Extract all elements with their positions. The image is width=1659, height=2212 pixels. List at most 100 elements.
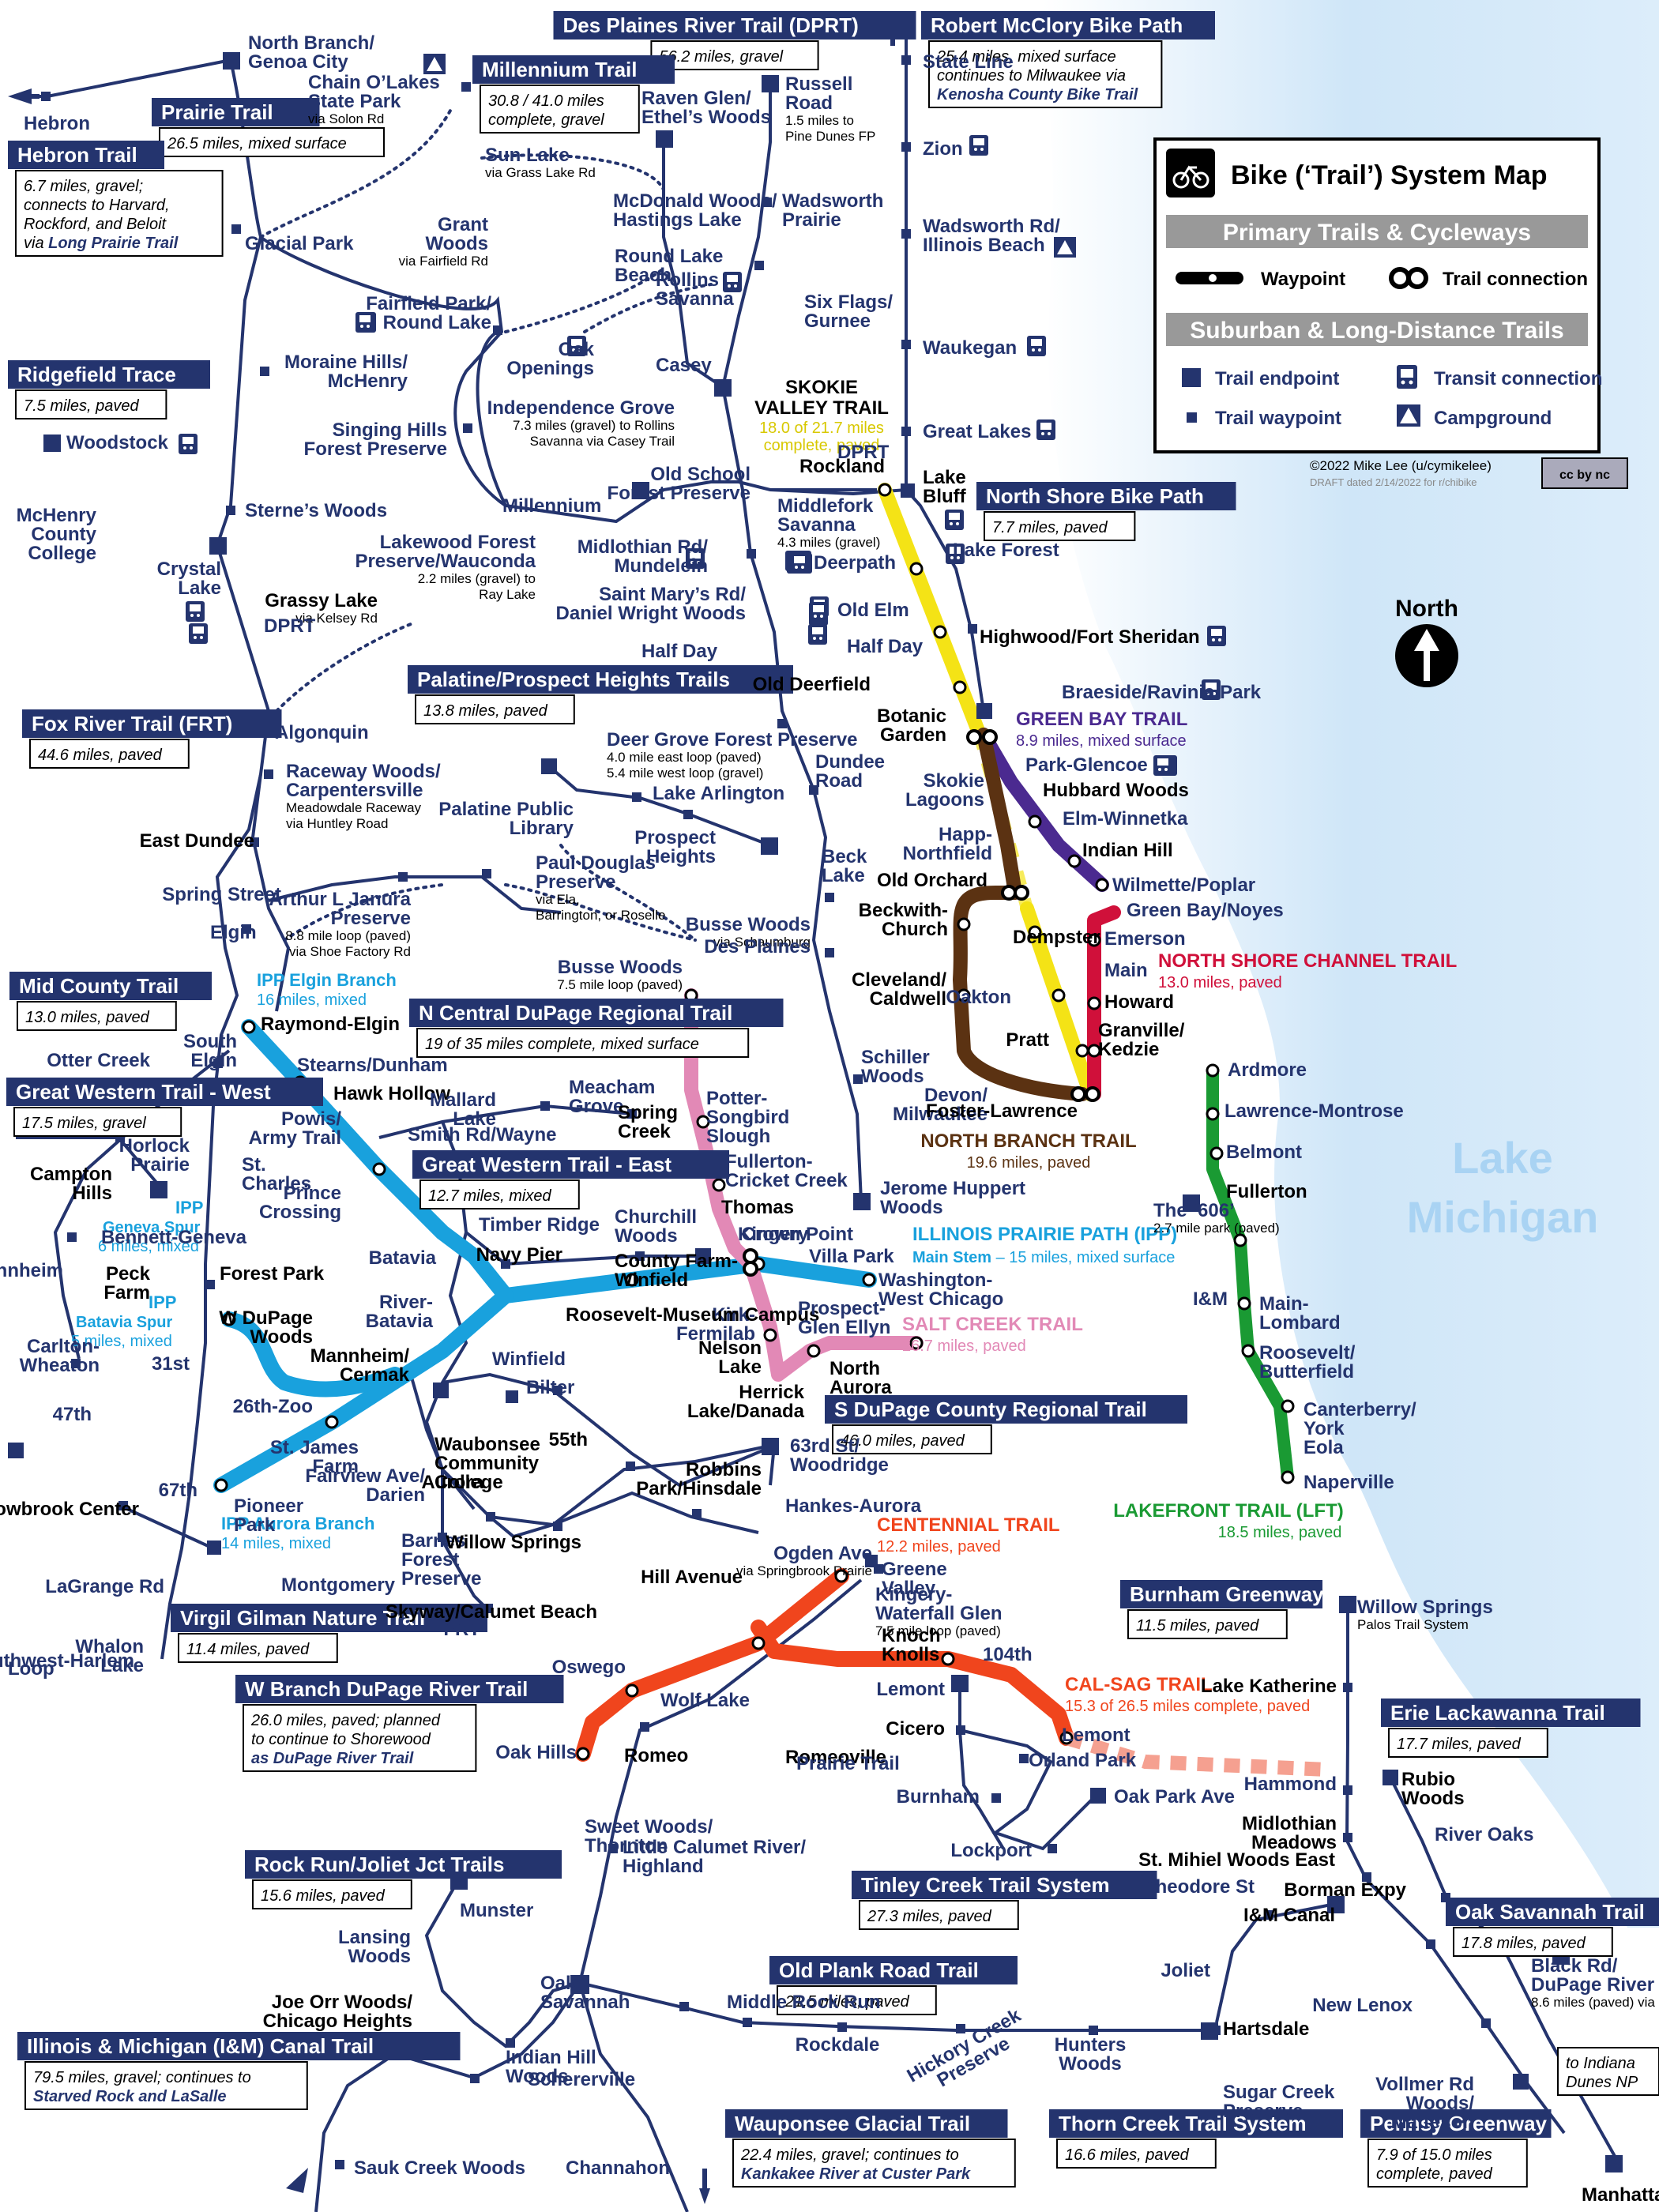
place-label-text: Lockport [950,1840,1032,1861]
des-plaines-river-trail-line [720,83,863,1202]
info-box-link[interactable]: as DuPage River Trail [251,1750,414,1767]
info-box-text: continues to Milwaukee via [937,67,1126,85]
place-label-text: Busse Woods [558,957,683,978]
place-label-text: Middle Rock Run [727,1992,881,2013]
place-label-text: Lake Arlington [653,783,784,804]
place-label-text: Thornton [585,1835,668,1856]
place-label-text: Vollmer Rd [1375,2074,1474,2095]
place-label-text: Lemont [1062,1725,1130,1746]
place-label-text: Zion [923,138,963,160]
place-label-text: Crystal [157,559,221,580]
place-label: Rockland [799,456,885,477]
nsct-info: 13.0 miles, paved [1158,974,1282,991]
info-box-link[interactable]: Starved Rock and LaSalle [33,2088,227,2105]
info-box-link[interactable]: Kankakee River at Custer Park [741,2165,971,2183]
place-label: Pratt [1006,1029,1049,1051]
place-label: North Branch/Genoa City [248,32,374,73]
info-box-title: Oak Savannah Trail [1455,1900,1645,1924]
place-label: Prospect-Glen Ellyn [798,1298,890,1338]
place-label-text: Oak Hills [495,1742,577,1763]
place-label-text: Moraine Hills/ [284,352,408,373]
nbt-name: NORTH BRANCH TRAIL [920,1130,1136,1152]
place-label-text: Half Day [847,636,924,657]
place-label-text: Romeoville [785,1747,886,1768]
place-label: Washington-West Chicago [878,1270,1003,1310]
trail-endpoints [8,52,1623,2172]
place-label: Hebron [24,113,90,134]
place-label-text: Middlefork [777,495,874,517]
campground-icon [1397,404,1420,427]
place-label: Munster [460,1900,533,1921]
place-label-text: Granville/ [1098,1020,1185,1041]
place-label-text: Mundelein [614,555,708,577]
place-label-text: Ogden Ave [773,1543,872,1564]
place-label: Batavia [369,1247,437,1269]
place-label-text: East Dundee [140,830,254,852]
place-label-text: York [1304,1418,1345,1439]
place-label: Beckwith-Church [859,900,948,940]
place-label-text: Elm-Winnetka [1063,808,1188,830]
place-label: Elm-Winnetka [1063,808,1188,830]
place-label-sub: Barrington, or Roselle [536,908,665,923]
place-label-text: Prairie [782,209,841,231]
place-label-text: Wolf Lake [660,1690,750,1711]
place-label-text: Beach [615,265,672,286]
place-label: County Farm-Winfield [615,1251,738,1291]
place-label: McDonald Woods/Hastings Lake [613,190,777,231]
place-label: Canterberry/York [1304,1399,1416,1439]
place-label-text: Canterberry/ [1304,1399,1416,1420]
place-label-text: Genoa City [248,51,348,73]
place-label-text: Road [785,92,833,114]
place-label-text: Woods [506,2066,569,2087]
info-box-link[interactable]: Long Prairie Trail [48,235,179,252]
transit-icon [1153,755,1172,776]
place-label-text: Winfield [492,1349,566,1370]
place-label-text: Churchill [615,1206,697,1228]
place-label: Casey [656,355,712,376]
place-label-text: New Lenox [1312,1995,1413,2016]
place-label-text: Cricket Creek [725,1170,848,1191]
info-box-0: Des Plaines River Trail (DPRT) 56.2 miles… [553,11,916,70]
great-western-trail-east [378,1104,633,1139]
info-box-text: 7.9 of 15.0 miles [1376,2146,1492,2164]
info-box-title: Palatine/Prospect Heights Trails [417,668,730,691]
place-label-text: Little Calumet River/ [623,1837,806,1858]
transit-icon [567,336,586,356]
place-label-text: Peck [106,1263,151,1285]
info-box-5: Ridgefield Trace 7.5 miles, paved [8,360,210,419]
place-label-sub: via Ela, [536,892,580,907]
place-label-text: Oak [540,1973,577,1994]
place-label-text: Horlock [119,1135,190,1157]
place-label: 67th [159,1480,198,1501]
place-label-sub: Meadowdale Raceway [286,800,422,815]
place-label-text: River- [379,1292,433,1313]
svg-text:cc by nc: cc by nc [1559,468,1610,482]
info-box-link[interactable]: Kenosha County Bike Trail [937,86,1138,103]
place-label-text: Park-Glencoe [1025,754,1148,776]
place-label-text: Willowbrook Center [0,1499,139,1520]
transit-icon [808,624,827,645]
place-label-sub: 2.7 mile park (paved) [1153,1221,1280,1236]
info-box-link-line: Kenosha County Bike Trail [937,86,1138,103]
place-label: Burnham [897,1786,980,1808]
place-label-text: Joe Orr Woods/ [272,1992,413,2013]
place-label: 104th [983,1644,1033,1665]
place-label: Mannheim/Cermak [310,1345,410,1386]
place-label-text: Hill Avenue [641,1567,743,1588]
place-label: Half Day [847,636,924,657]
info-box-text: to Indiana [1566,2055,1635,2072]
place-label-text: Eola [1304,1437,1344,1458]
place-label-text: Beck [822,846,867,867]
place-label: 55th [549,1429,588,1450]
place-label: Fullerton-Cricket Creek [725,1151,848,1191]
